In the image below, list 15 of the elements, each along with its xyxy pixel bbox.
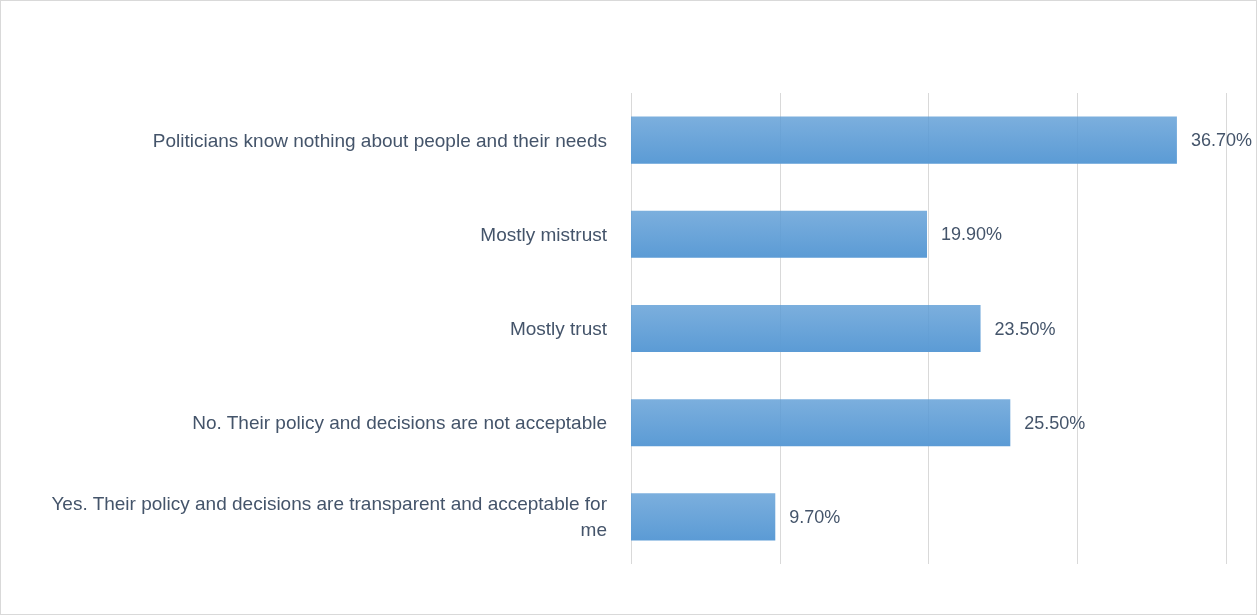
- y-tick-label: Yes. Their policy and decisions are transparent and acceptable for me: [51, 493, 608, 541]
- data-label: 23.50%: [994, 318, 1056, 339]
- y-tick-label: No. Their policy and decisions are not acceptable: [192, 412, 607, 434]
- y-tick-label: Mostly trust: [509, 318, 608, 339]
- bar: [631, 493, 776, 541]
- data-label: 19.90%: [941, 224, 1003, 245]
- data-label: 9.70%: [789, 506, 841, 527]
- data-label: 36.70%: [1190, 130, 1252, 151]
- bar: [631, 210, 928, 258]
- bar: [631, 116, 1177, 164]
- bar: [631, 304, 981, 353]
- bar: [631, 399, 1011, 447]
- y-tick-label: Mostly mistrust: [480, 223, 608, 245]
- y-tick-label: Politicians know nothing about people and their needs: [152, 129, 607, 151]
- data-label: 25.50%: [1024, 412, 1086, 433]
